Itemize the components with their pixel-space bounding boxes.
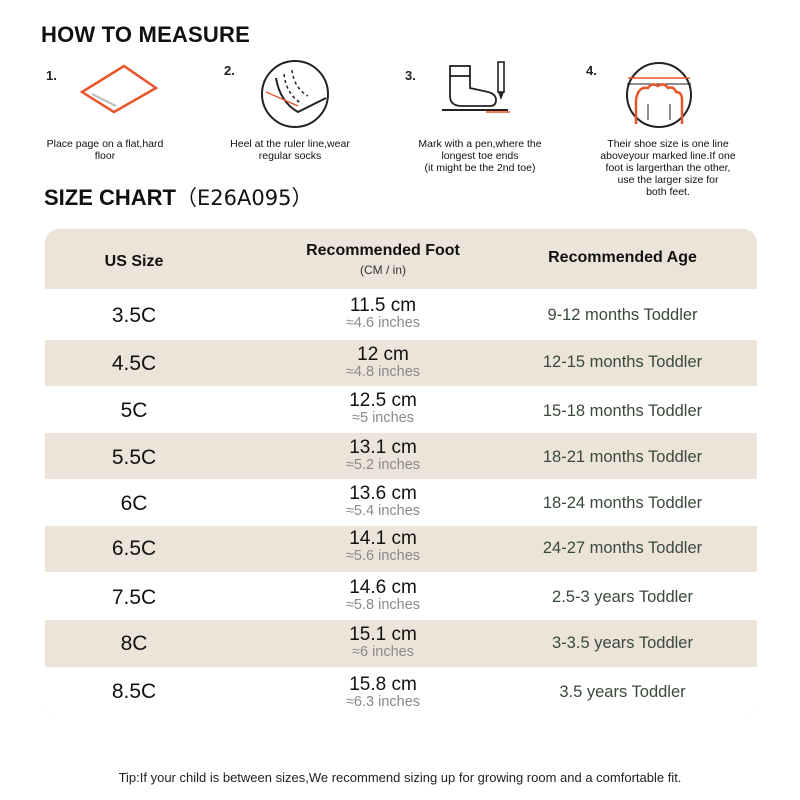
us-size-cell: 5.5C <box>111 446 157 469</box>
cm-value: 12 cm <box>357 344 409 365</box>
step-text: Heel at the ruler line,wear regular sock… <box>230 138 350 162</box>
how-to-measure-title: HOW TO MEASURE <box>41 22 250 47</box>
header-foot-label: Recommended Foot <box>306 242 460 259</box>
step-number: 3. <box>405 68 416 83</box>
table-row: 4.5C 12 cm ≈4.8 inches 12-15 months Toddl… <box>45 340 757 386</box>
inch-value: ≈6 inches <box>352 644 414 660</box>
age-cell: 12-15 months Toddler <box>542 353 703 371</box>
cm-value: 13.6 cm <box>349 483 417 504</box>
header-age: Recommended Age <box>548 249 697 266</box>
cm-value: 14.1 cm <box>349 528 417 549</box>
table-row: 6.5C 14.1 cm ≈5.6 inches 24-27 months Tod… <box>45 526 757 572</box>
heel-ruler-icon <box>261 60 329 128</box>
age-cell: 24-27 months Toddler <box>542 539 703 557</box>
cm-value: 14.6 cm <box>349 577 417 598</box>
sizing-tip: Tip:If your child is between sizes,We re… <box>118 770 682 785</box>
step-number: 1. <box>46 68 57 83</box>
foot-length-cell: 15.1 cm ≈6 inches <box>283 625 483 660</box>
age-cell: 15-18 months Toddler <box>542 402 703 420</box>
size-chart-label: SIZE CHART <box>44 185 176 210</box>
inch-value: ≈5 inches <box>352 410 414 426</box>
age-cell: 18-21 months Toddler <box>542 448 703 466</box>
inch-value: ≈5.2 inches <box>345 457 421 473</box>
age-cell: 2.5-3 years Toddler <box>552 588 693 606</box>
cm-value: 12.5 cm <box>349 390 417 411</box>
us-size-cell: 6.5C <box>111 537 157 560</box>
us-size-cell: 4.5C <box>111 352 157 375</box>
us-size-cell: 5C <box>120 399 148 422</box>
cm-value: 11.5 cm <box>349 295 417 316</box>
table-row: 8C 15.1 cm ≈6 inches 3-3.5 years Toddler <box>45 620 757 667</box>
foot-length-cell: 13.6 cm ≈5.4 inches <box>283 484 483 519</box>
toe-line-icon <box>626 62 692 128</box>
foot-length-cell: 14.6 cm ≈5.8 inches <box>283 578 483 613</box>
foot-length-cell: 12 cm ≈4.8 inches <box>283 345 483 380</box>
us-size-cell: 3.5C <box>111 304 157 327</box>
foot-length-cell: 13.1 cm ≈5.2 inches <box>283 438 483 473</box>
us-size-cell: 8.5C <box>111 680 157 703</box>
cm-value: 15.1 cm <box>349 624 417 645</box>
size-table: US Size Recommended Foot (CM / in) Recom… <box>45 229 757 719</box>
header-foot: Recommended Foot (CM / in) <box>283 242 483 277</box>
table-row: 5C 12.5 cm ≈5 inches 15-18 months Toddler <box>45 386 757 433</box>
paper-on-floor-icon <box>79 64 159 114</box>
us-size-cell: 8C <box>120 632 148 655</box>
table-row: 7.5C 14.6 cm ≈5.8 inches 2.5-3 years Todd… <box>45 572 757 620</box>
cm-value: 15.8 cm <box>349 674 417 695</box>
table-header: US Size Recommended Foot (CM / in) Recom… <box>45 229 757 289</box>
step-number: 2. <box>224 63 235 78</box>
size-chart-title: SIZE CHART（E26A095） <box>44 182 312 212</box>
foot-length-cell: 15.8 cm ≈6.3 inches <box>283 675 483 710</box>
foot-length-cell: 14.1 cm ≈5.6 inches <box>283 529 483 564</box>
inch-value: ≈5.6 inches <box>345 548 421 564</box>
inch-value: ≈5.4 inches <box>345 503 421 519</box>
foot-length-cell: 11.5 cm ≈4.6 inches <box>283 296 483 331</box>
age-cell: 3-3.5 years Toddler <box>552 634 693 652</box>
header-foot-sub: (CM / in) <box>360 263 406 277</box>
cm-value: 13.1 cm <box>349 437 417 458</box>
age-cell: 3.5 years Toddler <box>559 683 686 701</box>
age-cell: 18-24 months Toddler <box>542 494 703 512</box>
sock-and-pen-icon <box>442 61 510 113</box>
age-cell: 9-12 months Toddler <box>547 306 698 324</box>
step-number: 4. <box>586 63 597 78</box>
table-row: 3.5C 11.5 cm ≈4.6 inches 9-12 months Todd… <box>45 289 757 340</box>
inch-value: ≈4.6 inches <box>345 315 421 331</box>
table-row: 5.5C 13.1 cm ≈5.2 inches 18-21 months Tod… <box>45 433 757 479</box>
table-row: 8.5C 15.8 cm ≈6.3 inches 3.5 years Toddle… <box>45 667 757 719</box>
header-us-size: US Size <box>104 253 164 270</box>
step-text: Their shoe size is one line aboveyour ma… <box>600 138 736 198</box>
inch-value: ≈4.8 inches <box>345 364 421 380</box>
inch-value: ≈5.8 inches <box>345 597 421 613</box>
us-size-cell: 7.5C <box>111 586 157 609</box>
inch-value: ≈6.3 inches <box>345 694 421 710</box>
step-text: Place page on a flat,hard floor <box>46 138 164 162</box>
table-row: 6C 13.6 cm ≈5.4 inches 18-24 months Toddl… <box>45 479 757 526</box>
us-size-cell: 6C <box>120 492 148 515</box>
foot-length-cell: 12.5 cm ≈5 inches <box>283 391 483 426</box>
step-text: Mark with a pen,where the longest toe en… <box>418 138 542 174</box>
product-code: （E26A095） <box>176 186 313 210</box>
